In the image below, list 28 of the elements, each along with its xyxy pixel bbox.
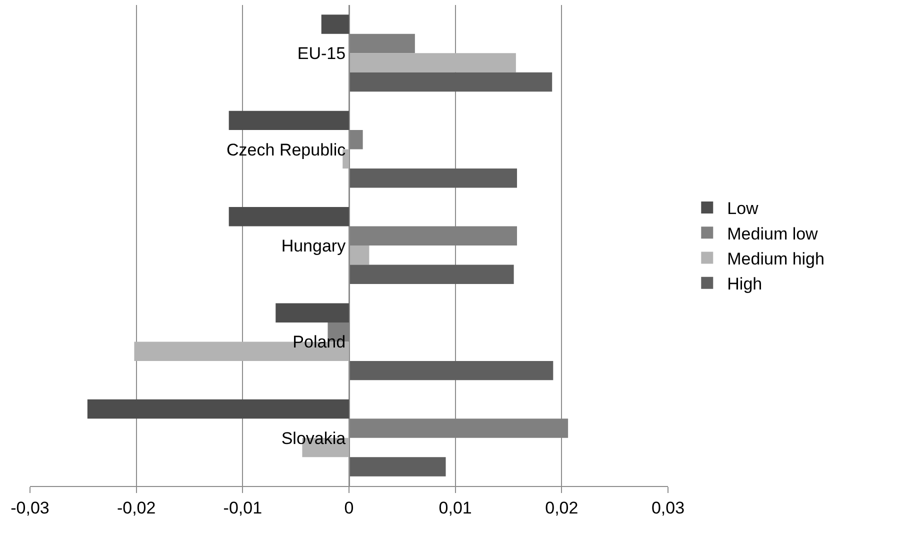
x-tick-label: 0,03: [651, 498, 685, 518]
legend-label: Medium low: [727, 224, 819, 244]
bar: [228, 207, 349, 226]
y-tick-label: Poland: [292, 332, 346, 352]
y-tick-label: Slovakia: [281, 428, 346, 448]
legend-label: High: [727, 274, 762, 294]
x-tick-label: -0,03: [10, 498, 50, 518]
bar: [349, 457, 446, 476]
bar: [349, 53, 516, 72]
bar: [349, 264, 514, 284]
x-tick-label: 0,02: [545, 498, 578, 518]
bar: [87, 399, 349, 419]
x-tick-label: 0: [344, 498, 354, 518]
bar: [276, 303, 349, 322]
bar: [349, 246, 370, 265]
bar: [349, 360, 554, 380]
y-tick-label: Hungary: [281, 236, 346, 256]
legend-label: Medium high: [727, 249, 824, 268]
bar: [349, 72, 552, 92]
x-tick-label: 0,01: [438, 498, 472, 518]
legend-label: Low: [727, 199, 760, 218]
bar: [349, 168, 518, 188]
bar: [228, 110, 349, 130]
y-tick-label: EU-15: [297, 44, 346, 64]
bar: [321, 14, 349, 34]
y-tick-label: Czech Republic: [226, 140, 346, 160]
x-tick-label: -0,01: [223, 498, 262, 518]
x-tick-label: -0,02: [116, 498, 156, 518]
